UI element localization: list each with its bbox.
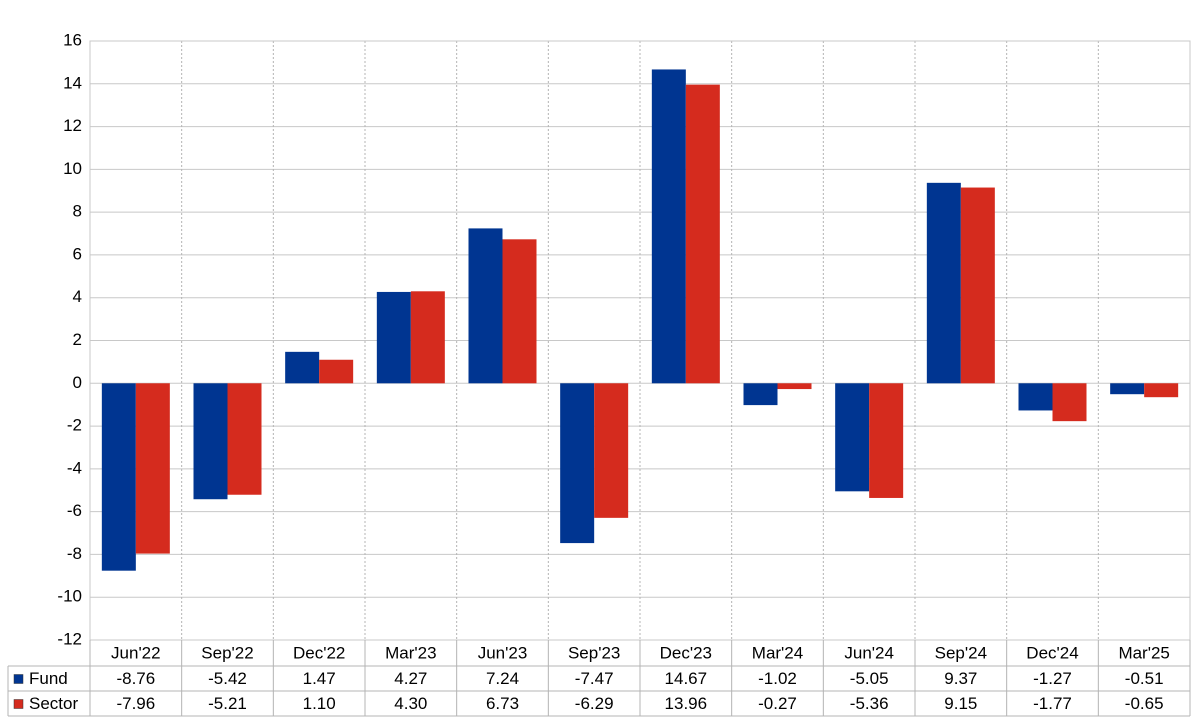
x-tick-label: Jun'24 [844, 643, 894, 662]
value-label: -5.05 [850, 669, 889, 688]
value-label: 9.37 [944, 669, 977, 688]
bar [685, 84, 720, 384]
bar [101, 383, 136, 571]
x-tick-label: Mar'23 [385, 643, 436, 662]
y-tick-label: 12 [63, 116, 82, 135]
legend-swatch [13, 674, 24, 684]
y-tick-label: -4 [67, 458, 82, 477]
value-label: 13.96 [665, 694, 708, 713]
bar [651, 69, 686, 384]
bar [227, 383, 262, 495]
value-label: -5.21 [208, 694, 247, 713]
y-tick-label: -12 [57, 629, 82, 648]
y-tick-label: 0 [73, 373, 82, 392]
value-label: -0.27 [758, 694, 797, 713]
legend-label: Fund [29, 669, 68, 688]
value-label: 1.47 [303, 669, 336, 688]
bar [376, 291, 411, 384]
value-label: 4.27 [394, 669, 427, 688]
value-label: -1.02 [758, 669, 797, 688]
value-label: -7.47 [575, 669, 614, 688]
value-label: -1.77 [1033, 694, 1072, 713]
y-tick-label: -10 [57, 587, 82, 606]
value-label: -0.51 [1125, 669, 1164, 688]
y-tick-label: 8 [73, 202, 82, 221]
bar [135, 383, 170, 554]
y-tick-label: 2 [73, 330, 82, 349]
bar [193, 383, 228, 500]
value-label: 4.30 [394, 694, 427, 713]
bar [1110, 383, 1145, 395]
bar [926, 182, 961, 384]
value-label: -5.42 [208, 669, 247, 688]
y-tick-label: -2 [67, 416, 82, 435]
bar [502, 239, 537, 384]
bar [869, 383, 904, 498]
x-tick-label: Jun'23 [478, 643, 528, 662]
x-tick-label: Sep'22 [201, 643, 253, 662]
value-label: 7.24 [486, 669, 519, 688]
bar [743, 383, 778, 406]
x-tick-label: Dec'23 [660, 643, 712, 662]
value-label: -5.36 [850, 694, 889, 713]
value-label: -0.65 [1125, 694, 1164, 713]
x-tick-label: Dec'24 [1026, 643, 1078, 662]
bar [1052, 383, 1087, 422]
value-label: 6.73 [486, 694, 519, 713]
x-tick-label: Sep'24 [935, 643, 987, 662]
value-label: -6.29 [575, 694, 614, 713]
legend-swatch [13, 699, 24, 709]
x-tick-label: Sep'23 [568, 643, 620, 662]
y-tick-label: -6 [67, 501, 82, 520]
x-tick-label: Jun'22 [111, 643, 161, 662]
value-label: -1.27 [1033, 669, 1072, 688]
bar [960, 187, 995, 384]
value-label: 9.15 [944, 694, 977, 713]
value-label: -8.76 [116, 669, 155, 688]
y-tick-label: 10 [63, 159, 82, 178]
x-tick-label: Mar'24 [752, 643, 803, 662]
y-tick-label: -8 [67, 544, 82, 563]
bar [285, 351, 320, 384]
y-tick-label: 16 [63, 30, 82, 49]
legend-label: Sector [29, 694, 78, 713]
value-label: 14.67 [665, 669, 708, 688]
bar [594, 383, 629, 518]
y-tick-label: 4 [73, 287, 82, 306]
bar [1018, 383, 1053, 411]
y-tick-label: 14 [63, 73, 82, 92]
bar [468, 228, 503, 384]
bar [1144, 383, 1179, 398]
x-tick-label: Dec'22 [293, 643, 345, 662]
x-tick-label: Mar'25 [1118, 643, 1169, 662]
bar [777, 383, 812, 390]
y-tick-label: 6 [73, 244, 82, 263]
bar [835, 383, 870, 492]
bar [410, 291, 445, 384]
value-label: -7.96 [116, 694, 155, 713]
bar [560, 383, 595, 544]
value-label: 1.10 [303, 694, 336, 713]
bar [319, 359, 354, 384]
